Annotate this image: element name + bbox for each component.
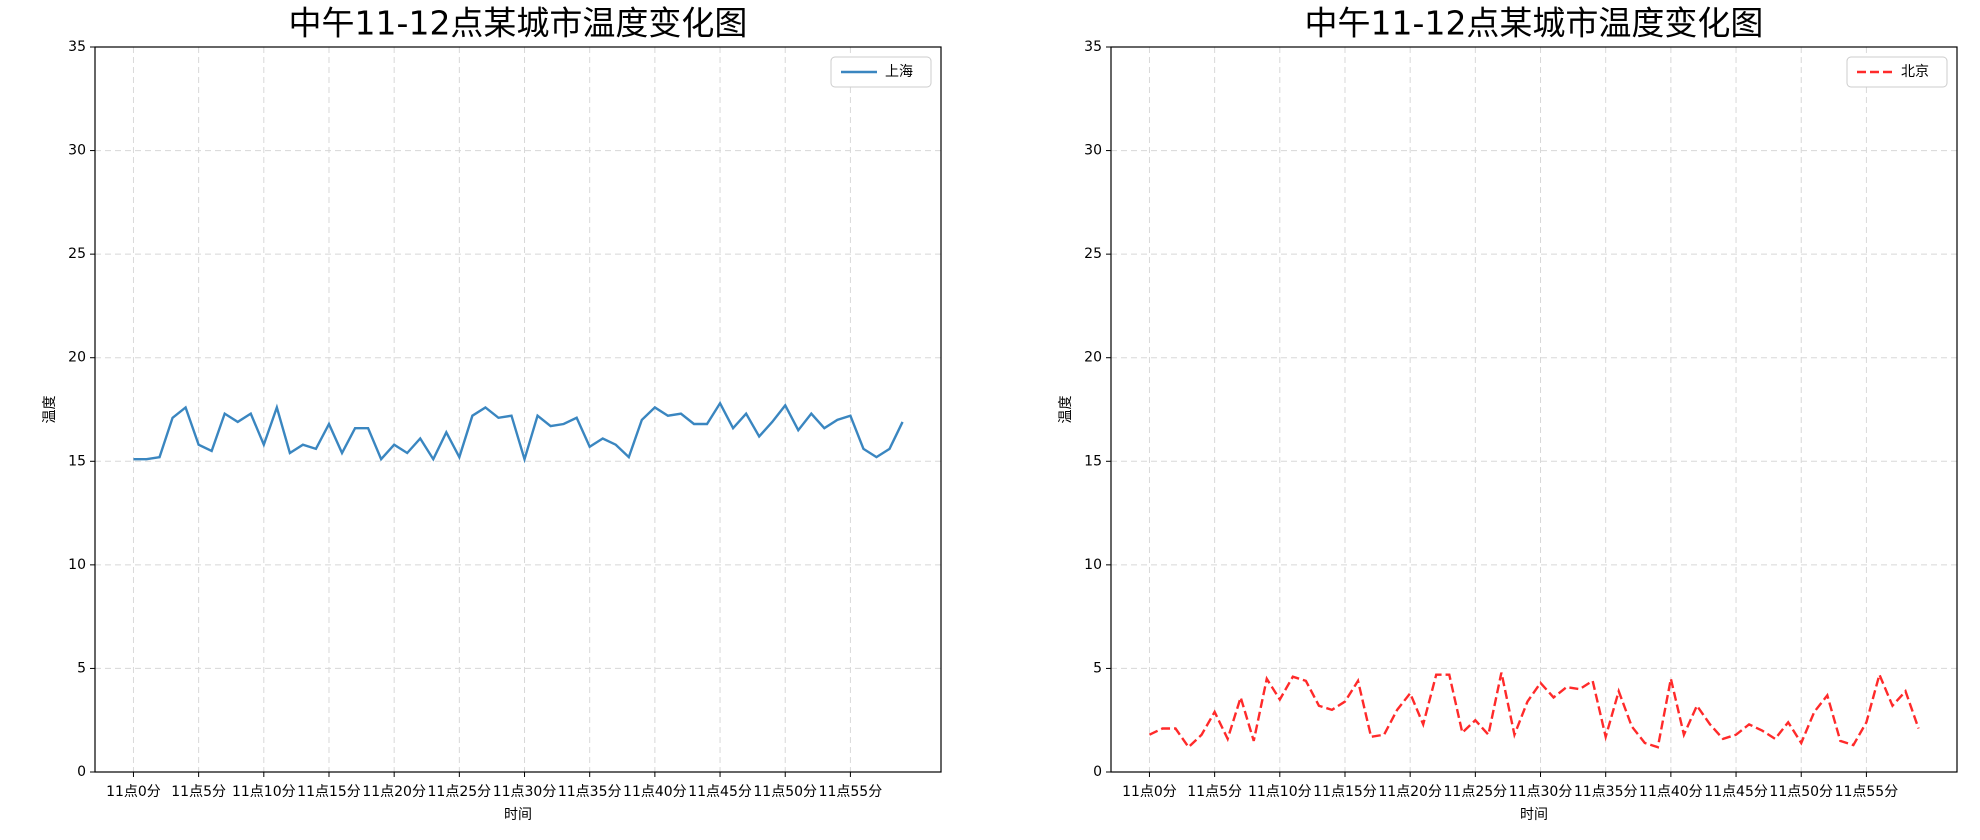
y-axis-label: 温度 xyxy=(1058,396,1074,424)
plot-frame xyxy=(94,46,942,773)
x-tick-label: 11点35分 xyxy=(558,784,622,800)
x-tick-label: 11点15分 xyxy=(1313,784,1377,800)
plot-frame xyxy=(1110,46,1958,773)
x-tick-label: 11点45分 xyxy=(1704,784,1768,800)
chart-title: 中午11-12点某城市温度变化图 xyxy=(1305,4,1764,43)
x-tick-label: 11点10分 xyxy=(1248,784,1312,800)
y-tick-label: 30 xyxy=(68,143,86,159)
x-tick-label: 11点55分 xyxy=(819,784,883,800)
y-tick-label: 10 xyxy=(68,557,86,573)
y-axis-label: 温度 xyxy=(42,396,58,424)
x-tick-label: 11点30分 xyxy=(1509,784,1573,800)
legend-box xyxy=(1846,56,1948,88)
y-tick-label: 10 xyxy=(1084,557,1102,573)
legend-label: 北京 xyxy=(1901,64,1929,80)
y-tick-label: 35 xyxy=(1084,39,1102,55)
x-tick-label: 11点0分 xyxy=(106,784,161,800)
x-tick-label: 11点40分 xyxy=(623,784,687,800)
x-tick-label: 11点0分 xyxy=(1122,784,1177,800)
y-tick-label: 15 xyxy=(1084,453,1102,469)
y-tick-label: 20 xyxy=(1084,350,1102,366)
legend-label: 上海 xyxy=(885,64,913,80)
x-axis-label: 时间 xyxy=(1520,807,1548,823)
y-tick-label: 25 xyxy=(68,246,86,262)
y-tick-label: 30 xyxy=(1084,143,1102,159)
chart-title: 中午11-12点某城市温度变化图 xyxy=(289,4,748,43)
data-line xyxy=(1148,670,1920,749)
y-tick-label: 5 xyxy=(77,660,86,676)
x-tick-label: 11点45分 xyxy=(688,784,752,800)
data-line xyxy=(133,400,904,464)
y-tick-label: 15 xyxy=(68,453,86,469)
y-tick-label: 0 xyxy=(77,764,86,780)
y-tick-label: 5 xyxy=(1093,660,1102,676)
x-tick-label: 11点5分 xyxy=(171,784,226,800)
legend-box xyxy=(830,56,932,88)
y-tick-label: 35 xyxy=(68,39,86,55)
x-axis-label: 时间 xyxy=(504,807,532,823)
x-tick-label: 11点50分 xyxy=(1769,784,1833,800)
x-tick-label: 11点25分 xyxy=(1444,784,1508,800)
x-tick-label: 11点30分 xyxy=(493,784,557,800)
x-tick-label: 11点10分 xyxy=(232,784,296,800)
x-tick-label: 11点20分 xyxy=(362,784,426,800)
x-tick-label: 11点50分 xyxy=(753,784,817,800)
y-tick-label: 0 xyxy=(1093,764,1102,780)
x-tick-label: 11点5分 xyxy=(1187,784,1242,800)
x-tick-label: 11点15分 xyxy=(297,784,361,800)
y-tick-label: 20 xyxy=(68,350,86,366)
x-tick-label: 11点40分 xyxy=(1639,784,1703,800)
x-tick-label: 11点55分 xyxy=(1835,784,1899,800)
x-tick-label: 11点20分 xyxy=(1378,784,1442,800)
y-tick-label: 25 xyxy=(1084,246,1102,262)
x-tick-label: 11点25分 xyxy=(428,784,492,800)
x-tick-label: 11点35分 xyxy=(1574,784,1638,800)
